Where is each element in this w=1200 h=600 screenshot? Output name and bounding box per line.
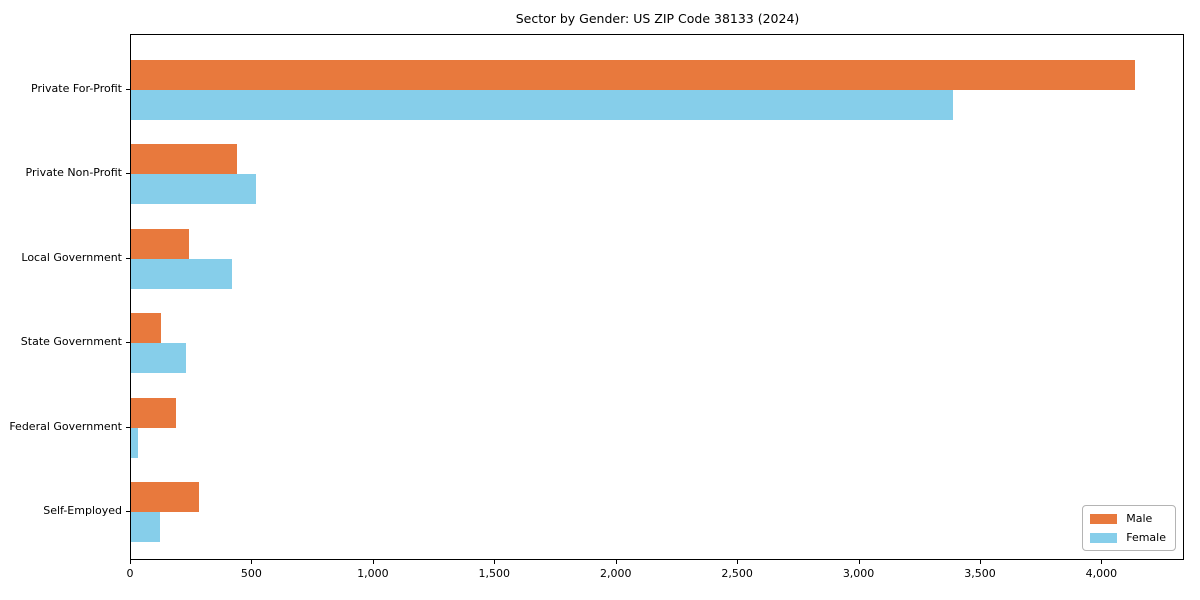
x-tick-mark xyxy=(130,560,131,564)
y-tick-mark xyxy=(126,257,131,259)
male-bar xyxy=(131,397,176,428)
x-tick-mark xyxy=(494,560,496,564)
female-bar xyxy=(131,258,233,289)
x-tick-mark xyxy=(372,560,374,564)
female-series-swatch xyxy=(1090,532,1118,543)
x-tick-mark xyxy=(858,560,860,564)
female-bar xyxy=(131,512,160,542)
x-tick-mark xyxy=(980,560,981,564)
x-tick-label: 2,000 xyxy=(599,567,632,580)
y-tick-mark xyxy=(126,426,131,428)
x-tick-label: 4,000 xyxy=(1085,567,1118,580)
x-tick-label: 3,000 xyxy=(842,567,875,580)
legend-row-male: Male xyxy=(1090,512,1166,525)
x-tick-label: 2,500 xyxy=(721,567,753,580)
y-tick-label: Federal Government xyxy=(9,419,122,433)
legend: Male Female xyxy=(1082,505,1176,551)
y-tick-label: Self-Employed xyxy=(43,504,122,517)
x-tick-label: 500 xyxy=(240,567,262,580)
x-tick-mark xyxy=(615,560,617,564)
y-tick-label: Local Government xyxy=(21,250,122,264)
legend-label-female: Female xyxy=(1126,531,1166,544)
male-bar xyxy=(131,313,161,343)
x-tick-label: 1,000 xyxy=(357,567,389,580)
male-series-swatch xyxy=(1090,513,1118,524)
plot-area: Male Female xyxy=(130,34,1184,560)
x-tick-label: 3,500 xyxy=(964,567,996,580)
y-tick-mark xyxy=(126,173,131,174)
y-tick-mark xyxy=(126,342,131,343)
legend-label-male: Male xyxy=(1126,512,1153,525)
x-tick-label: 0 xyxy=(126,567,134,580)
x-tick-mark xyxy=(737,560,739,564)
x-tick-mark xyxy=(251,560,253,564)
female-bar xyxy=(131,343,186,373)
x-tick-label: 1,500 xyxy=(478,567,511,580)
y-tick-label: Private Non-Profit xyxy=(25,166,122,179)
y-tick-label: Private For-Profit xyxy=(31,81,122,95)
chart-title: Sector by Gender: US ZIP Code 38133 (202… xyxy=(515,11,800,26)
male-bar xyxy=(131,228,190,259)
male-bar xyxy=(131,482,200,512)
x-tick-mark xyxy=(1101,560,1103,564)
female-bar xyxy=(131,174,257,204)
male-bar xyxy=(131,144,238,174)
legend-row-female: Female xyxy=(1090,531,1166,544)
male-bar xyxy=(131,59,1135,90)
y-tick-label: State Government xyxy=(20,335,122,348)
y-tick-mark xyxy=(126,88,131,90)
female-bar xyxy=(131,89,954,120)
y-tick-mark xyxy=(126,511,131,512)
female-bar xyxy=(131,427,138,458)
